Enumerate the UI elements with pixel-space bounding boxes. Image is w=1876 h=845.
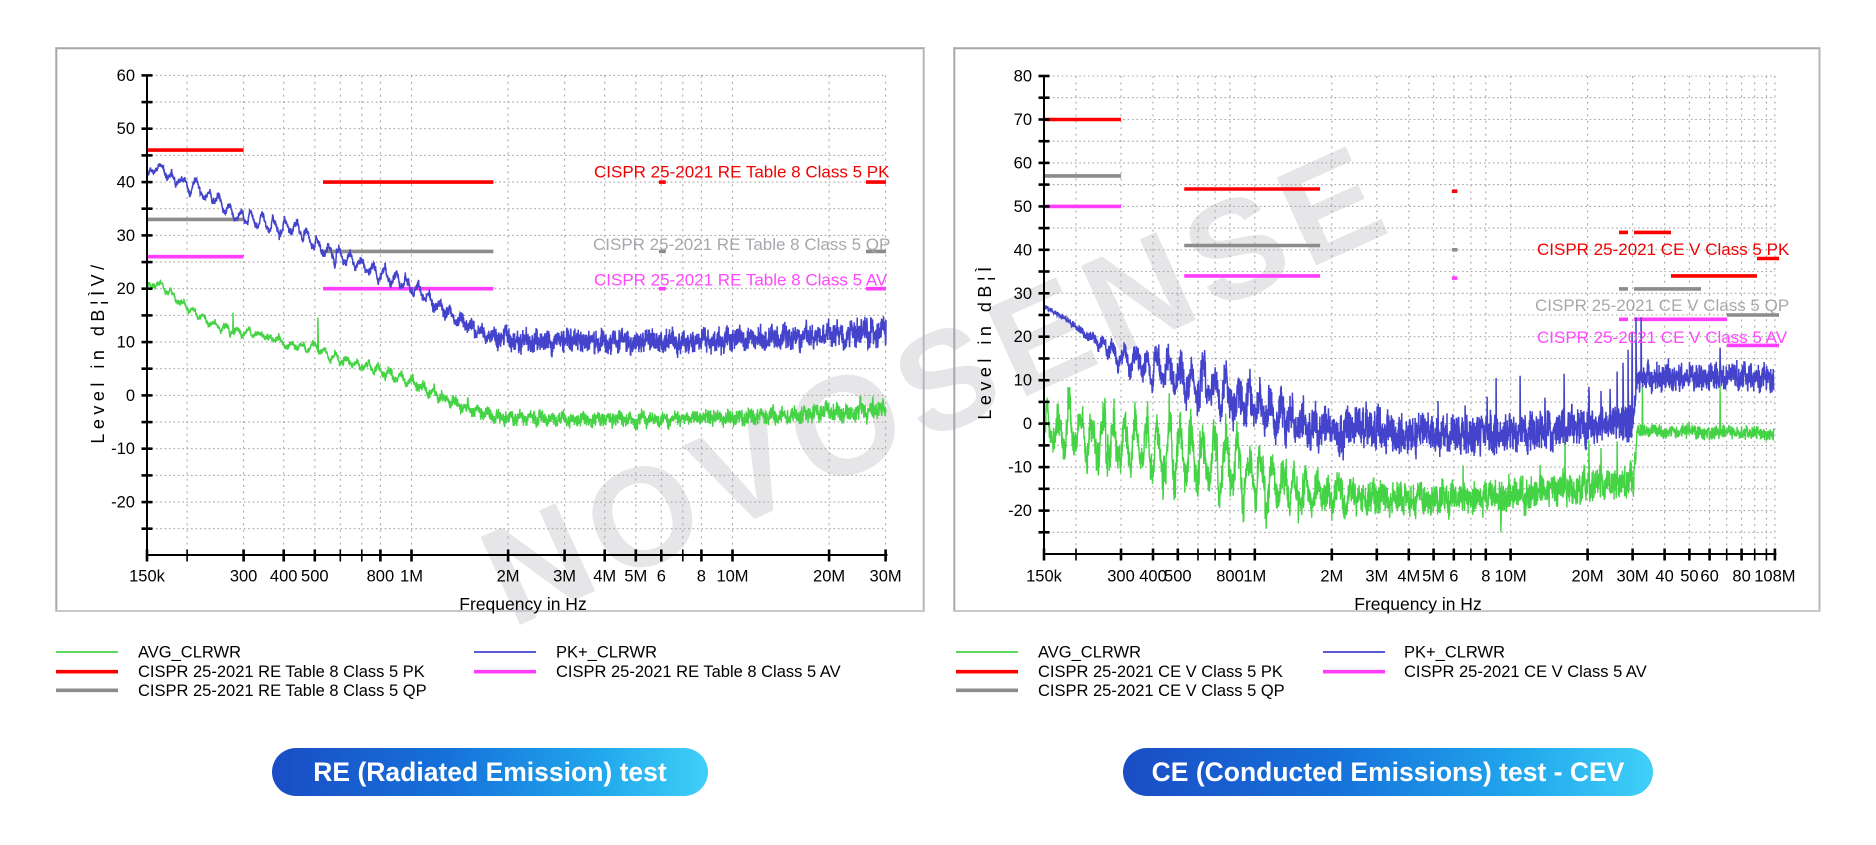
svg-text:80: 80 (1014, 68, 1032, 86)
svg-text:PK+_CLRWR: PK+_CLRWR (1404, 644, 1505, 662)
svg-text:300: 300 (230, 568, 258, 586)
svg-text:10: 10 (117, 334, 135, 352)
svg-text:40: 40 (1655, 568, 1673, 586)
svg-text:Frequency in Hz: Frequency in Hz (1354, 594, 1481, 614)
svg-text:400: 400 (1139, 568, 1167, 586)
svg-text:60: 60 (1014, 154, 1032, 172)
svg-text:-20: -20 (1008, 502, 1032, 520)
svg-text:CISPR 25-2021 RE Table 8 Class: CISPR 25-2021 RE Table 8 Class 5 QP (138, 682, 427, 700)
svg-text:CISPR 25-2021 RE Table 8 Class: CISPR 25-2021 RE Table 8 Class 5 AV (556, 663, 841, 681)
svg-text:Level in dB¦ÌV/: Level in dB¦ÌV/ (88, 260, 108, 443)
svg-text:70: 70 (1014, 111, 1032, 129)
svg-text:50: 50 (1014, 198, 1032, 216)
svg-text:-10: -10 (1008, 459, 1032, 477)
svg-text:4M: 4M (593, 568, 616, 586)
svg-text:6: 6 (1449, 568, 1458, 586)
svg-text:40: 40 (117, 174, 135, 192)
svg-text:20: 20 (117, 280, 135, 298)
svg-text:CISPR 25-2021 RE Table 8 Class: CISPR 25-2021 RE Table 8 Class 5 AV (594, 271, 888, 290)
svg-text:30M: 30M (870, 568, 902, 586)
svg-text:800: 800 (1216, 568, 1244, 586)
svg-text:20M: 20M (1572, 568, 1604, 586)
svg-text:2M: 2M (497, 568, 520, 586)
svg-text:8: 8 (697, 568, 706, 586)
svg-text:AVG_CLRWR: AVG_CLRWR (1038, 644, 1141, 662)
svg-text:30: 30 (117, 227, 135, 245)
svg-text:400: 400 (270, 568, 298, 586)
svg-text:2M: 2M (1320, 568, 1343, 586)
svg-text:CISPR 25-2021 CE V Class 5 AV: CISPR 25-2021 CE V Class 5 AV (1404, 663, 1647, 681)
svg-text:6: 6 (657, 568, 666, 586)
svg-text:800: 800 (367, 568, 395, 586)
svg-text:1M: 1M (1243, 568, 1266, 586)
svg-text:3M: 3M (553, 568, 576, 586)
svg-text:150k: 150k (129, 568, 166, 586)
svg-text:1M: 1M (400, 568, 423, 586)
svg-text:CISPR 25-2021 CE V Class 5 QP: CISPR 25-2021 CE V Class 5 QP (1038, 682, 1285, 700)
svg-text:20: 20 (1014, 328, 1032, 346)
svg-text:-10: -10 (111, 440, 135, 458)
svg-text:0: 0 (1023, 415, 1032, 433)
svg-text:30: 30 (1014, 285, 1032, 303)
svg-text:500: 500 (1164, 568, 1192, 586)
svg-text:60: 60 (1700, 568, 1718, 586)
svg-text:20M: 20M (813, 568, 845, 586)
svg-text:CISPR 25-2021 CE V Class 5 AV: CISPR 25-2021 CE V Class 5 AV (1537, 328, 1788, 347)
svg-text:4M: 4M (1397, 568, 1420, 586)
svg-text:CISPR 25-2021 CE V Class 5 QP: CISPR 25-2021 CE V Class 5 QP (1535, 296, 1789, 315)
svg-text:CISPR 25-2021 CE V Class 5 PK: CISPR 25-2021 CE V Class 5 PK (1537, 240, 1790, 259)
svg-text:5M: 5M (624, 568, 647, 586)
svg-text:60: 60 (117, 67, 135, 85)
svg-text:50: 50 (117, 120, 135, 138)
svg-text:AVG_CLRWR: AVG_CLRWR (138, 644, 241, 662)
svg-text:50: 50 (1680, 568, 1698, 586)
svg-text:3M: 3M (1365, 568, 1388, 586)
svg-text:8: 8 (1481, 568, 1490, 586)
svg-text:150k: 150k (1026, 568, 1063, 586)
svg-text:80: 80 (1732, 568, 1750, 586)
svg-text:108M: 108M (1754, 568, 1795, 586)
svg-text:40: 40 (1014, 241, 1032, 259)
svg-text:-20: -20 (111, 494, 135, 512)
svg-text:CISPR 25-2021 RE Table 8 Class: CISPR 25-2021 RE Table 8 Class 5 QP (593, 235, 890, 254)
svg-text:500: 500 (301, 568, 329, 586)
svg-text:Level in dB¦Ì: Level in dB¦Ì (975, 262, 995, 419)
svg-text:0: 0 (126, 387, 135, 405)
svg-text:CISPR 25-2021 RE Table 8 Class: CISPR 25-2021 RE Table 8 Class 5 PK (138, 663, 425, 681)
svg-text:Frequency in Hz: Frequency in Hz (459, 594, 586, 614)
svg-text:10: 10 (1014, 372, 1032, 390)
svg-text:5M: 5M (1422, 568, 1445, 586)
svg-text:CISPR 25-2021 CE V Class 5 PK: CISPR 25-2021 CE V Class 5 PK (1038, 663, 1283, 681)
svg-text:10M: 10M (1495, 568, 1527, 586)
svg-text:300: 300 (1107, 568, 1135, 586)
svg-text:10M: 10M (716, 568, 748, 586)
svg-text:CISPR 25-2021 RE Table 8 Class: CISPR 25-2021 RE Table 8 Class 5 PK (594, 163, 890, 182)
svg-text:30M: 30M (1617, 568, 1649, 586)
svg-text:PK+_CLRWR: PK+_CLRWR (556, 644, 657, 662)
